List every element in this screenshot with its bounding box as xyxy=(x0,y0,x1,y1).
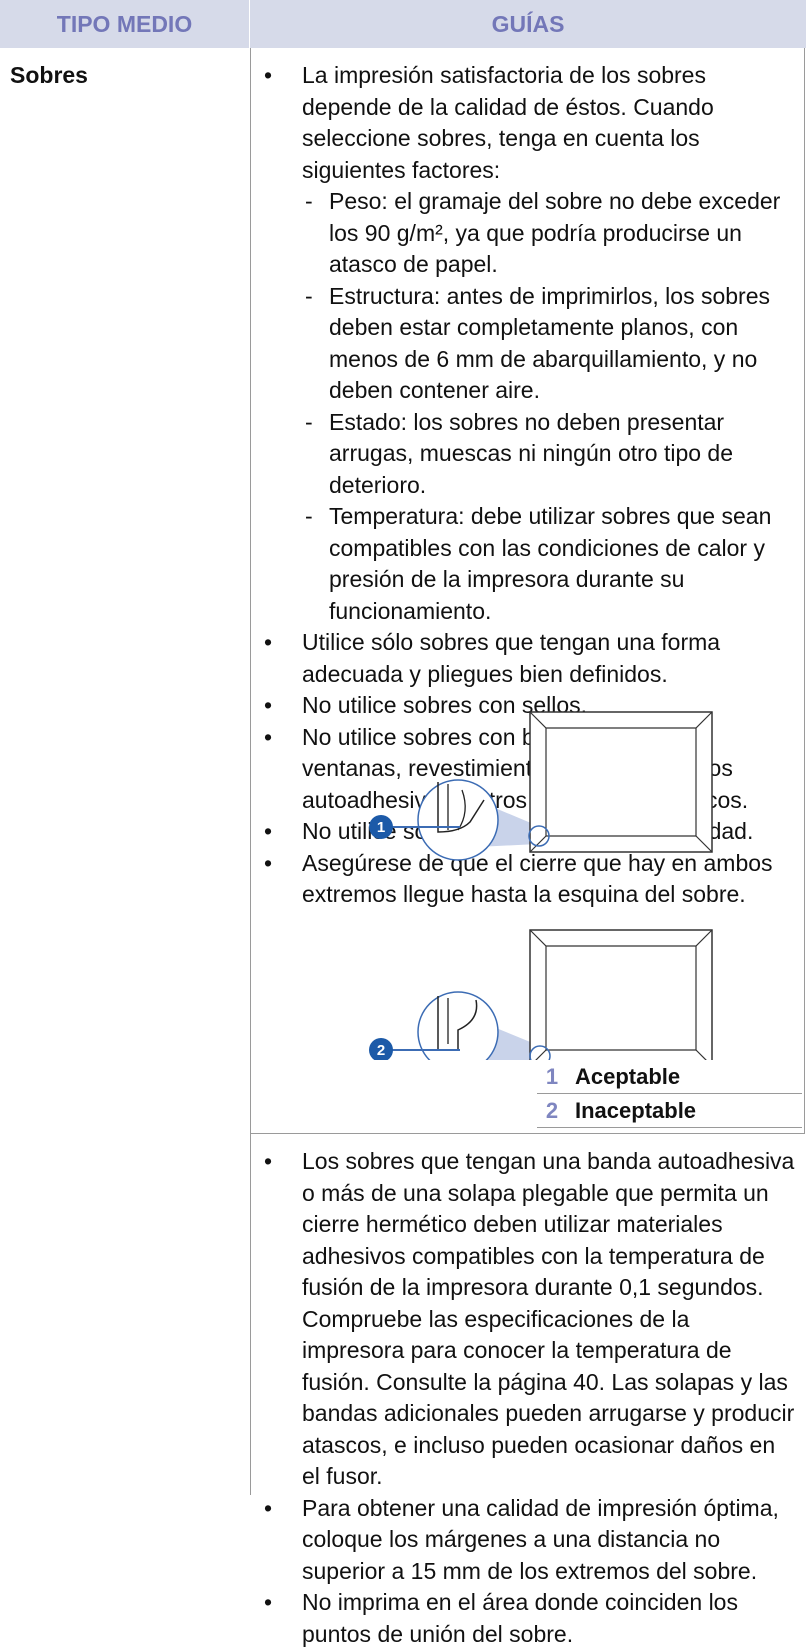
factor-item: Temperatura: debe utilizar sobres que se… xyxy=(301,501,796,627)
guideline-text: La impresión satisfactoria de los sobres… xyxy=(302,62,714,183)
column-border xyxy=(250,48,251,1495)
guideline-item: Para obtener una calidad de impresión óp… xyxy=(262,1493,796,1588)
factor-item: Estado: los sobres no deben presentar ar… xyxy=(301,407,796,502)
guideline-text: Utilice sólo sobres que tengan una forma… xyxy=(302,629,721,687)
factor-item: Estructura: antes de imprimirlos, los so… xyxy=(301,281,796,407)
legend-row: 2 Inaceptable xyxy=(537,1094,802,1128)
callout-number: 1 xyxy=(377,819,385,836)
factor-item: Peso: el gramaje del sobre no debe exced… xyxy=(301,186,796,281)
guideline-item: No imprima en el área donde coinciden lo… xyxy=(262,1587,796,1650)
envelope-figure: 1 2 xyxy=(369,711,713,1060)
factor-list: Peso: el gramaje del sobre no debe exced… xyxy=(302,186,796,627)
guideline-item: Utilice sólo sobres que tengan una forma… xyxy=(262,627,796,690)
legend-label: Aceptable xyxy=(575,1063,681,1089)
legend-label: Inaceptable xyxy=(575,1097,697,1123)
guideline-text: Asegúrese de que el cierre que hay en am… xyxy=(302,849,773,908)
media-type: Sobres xyxy=(10,62,88,88)
table-border xyxy=(804,48,805,1133)
guideline-item: Asegúrese de que el cierre que hay en am… xyxy=(262,848,796,911)
legend-number: 2 xyxy=(545,1097,559,1123)
header-cell: TIPO MEDIO xyxy=(0,0,250,48)
callout-number: 2 xyxy=(377,1042,385,1059)
header-cell: GUÍAS xyxy=(250,0,806,48)
row-border xyxy=(250,1133,805,1134)
page: {"header": {"col1": "TIPO MEDIO", "col2"… xyxy=(0,0,806,1495)
figure-legend: 1 Aceptable 2 Inaceptable xyxy=(537,1060,802,1128)
guideline-item: Los sobres que tengan una banda autoadhe… xyxy=(262,1146,796,1493)
guideline-list: Los sobres que tengan una banda autoadhe… xyxy=(262,1146,796,1650)
legend-row: 1 Aceptable xyxy=(537,1060,802,1094)
guideline-item: La impresión satisfactoria de los sobres… xyxy=(262,60,796,627)
legend-number: 1 xyxy=(545,1063,559,1089)
